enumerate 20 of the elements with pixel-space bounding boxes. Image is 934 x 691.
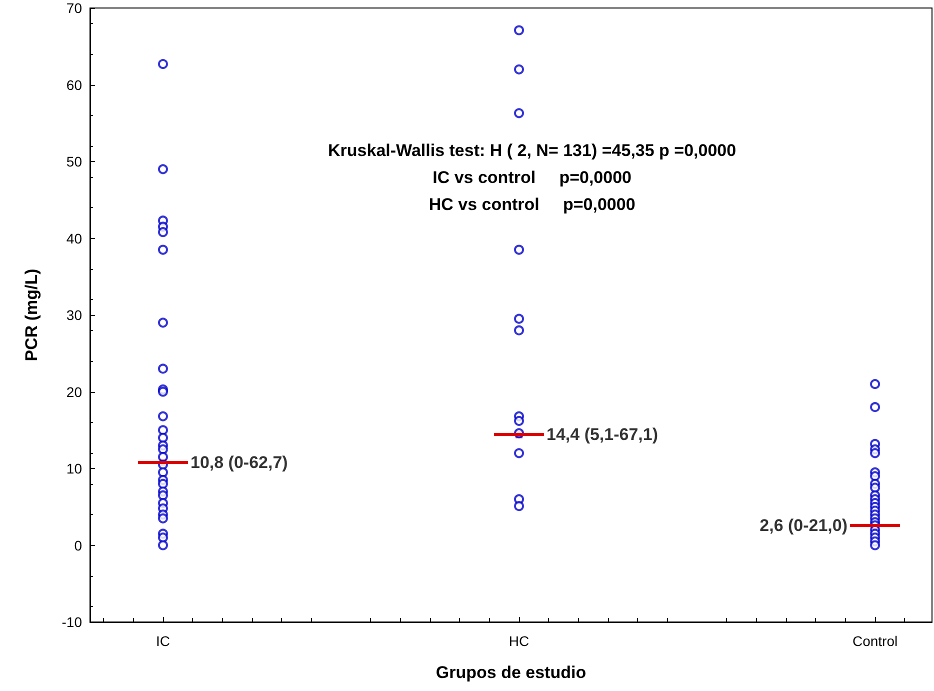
data-label: 14,4 (5,1-67,1) <box>546 425 658 444</box>
y-tick-label: 70 <box>66 0 82 16</box>
x-tick-label: HC <box>508 633 530 649</box>
data-label: 2,6 (0-21,0) <box>760 516 848 535</box>
y-tick-label: 30 <box>66 307 82 323</box>
y-axis-title: PCR (mg/L) <box>22 268 41 362</box>
y-tick-label: 60 <box>66 76 82 93</box>
y-tick-label: 20 <box>66 384 82 400</box>
x-tick-label: Control <box>852 633 898 649</box>
annotation: IC vs control p=0,0000 <box>432 168 632 187</box>
data-label: 10,8 (0-62,7) <box>190 452 288 472</box>
x-axis-title: Grupos de estudio <box>436 663 586 682</box>
y-tick-label: -10 <box>62 614 82 630</box>
y-tick-label: 10 <box>66 460 82 476</box>
x-tick-label: IC <box>156 633 170 649</box>
y-tick-label: 0 <box>74 537 82 554</box>
y-tick-label: 50 <box>66 154 82 170</box>
annotation: Kruskal-Wallis test: H ( 2, N= 131) =45,35 p =0,0000 <box>328 141 736 160</box>
y-tick-label: 40 <box>66 230 82 246</box>
annotation: HC vs control p=0,0000 <box>428 195 636 214</box>
